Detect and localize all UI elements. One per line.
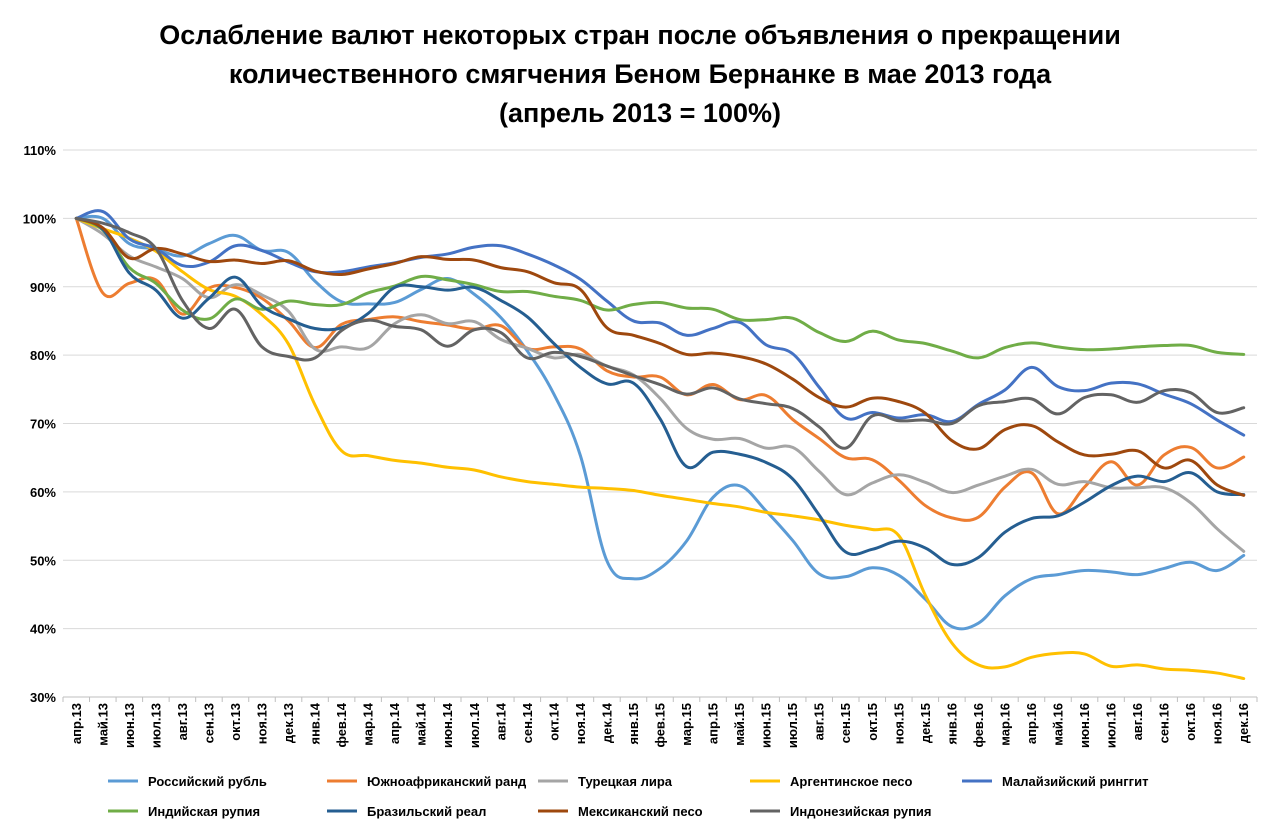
x-tick-label: янв.14 — [308, 702, 323, 744]
legend-label-5: Индийская рупия — [148, 804, 260, 819]
chart-title-line-1: Ослабление валют некоторых стран после о… — [159, 20, 1121, 50]
x-tick-label: мар.14 — [361, 702, 376, 745]
x-tick-label: сен.14 — [520, 702, 535, 743]
x-tick-label: окт.14 — [546, 702, 561, 741]
chart-title-line-3: (апрель 2013 = 100%) — [499, 98, 781, 128]
x-axis-tick-marks — [62, 697, 1258, 702]
x-tick-label: мар.16 — [997, 703, 1012, 746]
x-tick-label: дек.14 — [599, 702, 614, 743]
y-tick-label: 110% — [23, 143, 56, 158]
y-tick-label: 30% — [30, 690, 56, 705]
x-tick-label: окт.15 — [865, 703, 880, 741]
y-tick-label: 50% — [30, 553, 56, 568]
series-lines — [74, 209, 1246, 681]
x-tick-label: сен.16 — [1157, 703, 1172, 743]
legend-label-7: Мексиканский песо — [578, 804, 703, 819]
x-tick-label: авг.14 — [493, 702, 508, 740]
x-tick-label: фев.16 — [971, 703, 986, 748]
legend: Российский рубль Южноафриканский ранд Туре… — [108, 774, 1148, 819]
x-tick-label: июл.16 — [1104, 703, 1119, 748]
y-tick-label: 80% — [30, 348, 56, 363]
x-tick-label: май.13 — [95, 703, 110, 746]
x-tick-label: июл.14 — [467, 702, 482, 748]
x-tick-label: ноя.13 — [255, 703, 270, 744]
x-tick-label: июн.15 — [759, 703, 774, 748]
legend-label-3: Аргентинское песо — [790, 774, 913, 789]
x-axis-tick-labels: апр.13 май.13 июн.13 июл.13 авг.13 сен.13 окт.… — [69, 702, 1251, 748]
y-tick-label: 90% — [30, 280, 56, 295]
series-line-7 — [74, 216, 1246, 497]
x-tick-label: ноя.14 — [573, 702, 588, 744]
x-tick-label: дек.13 — [281, 703, 296, 743]
series-line-2 — [74, 216, 1246, 553]
series-line-4 — [74, 209, 1246, 437]
series-line-5 — [74, 216, 1246, 360]
y-tick-label: 40% — [30, 622, 56, 637]
x-tick-label: апр.13 — [69, 703, 84, 744]
y-tick-label: 60% — [30, 485, 56, 500]
x-tick-label: фев.14 — [334, 702, 349, 747]
x-tick-label: май.15 — [732, 703, 747, 746]
x-tick-label: янв.15 — [626, 703, 641, 745]
x-tick-label: ноя.15 — [891, 703, 906, 744]
legend-label-2: Турецкая лира — [578, 774, 673, 789]
x-tick-label: сен.15 — [838, 703, 853, 743]
x-tick-label: июл.13 — [148, 703, 163, 748]
series-line-0 — [74, 214, 1246, 631]
chart-title-line-2: количественного смягчения Беном Бернанке… — [229, 59, 1052, 89]
x-tick-label: май.14 — [414, 702, 429, 746]
x-tick-label: авг.15 — [812, 703, 827, 740]
legend-label-4: Малайзийский ринггит — [1002, 774, 1148, 789]
series-line-3 — [74, 216, 1246, 681]
x-tick-label: апр.14 — [387, 702, 402, 744]
x-tick-label: дек.16 — [1236, 703, 1251, 743]
x-tick-label: авг.13 — [175, 703, 190, 740]
x-tick-label: июн.13 — [122, 703, 137, 748]
x-tick-label: ноя.16 — [1210, 703, 1225, 744]
legend-label-6: Бразильский реал — [367, 804, 486, 819]
gridlines — [63, 149, 1257, 698]
y-tick-label: 100% — [23, 211, 57, 226]
x-tick-label: сен.13 — [201, 703, 216, 743]
y-axis-ticks: 30% 40% 50% 60% 70% 80% 90% 100% 110% — [23, 143, 57, 705]
x-tick-label: апр.16 — [1024, 703, 1039, 744]
legend-label-0: Российский рубль — [148, 774, 267, 789]
series-line-8 — [74, 216, 1246, 450]
x-tick-label: фев.15 — [653, 703, 668, 748]
x-tick-label: дек.15 — [918, 703, 933, 743]
x-tick-label: апр.15 — [706, 703, 721, 744]
series-line-6 — [74, 216, 1246, 567]
chart-title: Ослабление валют некоторых стран после о… — [159, 20, 1121, 128]
x-tick-label: июн.14 — [440, 702, 455, 748]
series-line-1 — [74, 216, 1246, 522]
x-tick-label: окт.16 — [1183, 703, 1198, 741]
x-tick-label: янв.16 — [944, 703, 959, 745]
x-tick-label: авг.16 — [1130, 703, 1145, 740]
x-tick-label: окт.13 — [228, 703, 243, 741]
x-tick-label: июн.16 — [1077, 703, 1092, 748]
x-tick-label: мар.15 — [679, 703, 694, 746]
x-tick-label: май.16 — [1051, 703, 1066, 746]
legend-label-8: Индонезийская рупия — [790, 804, 932, 819]
legend-label-1: Южноафриканский ранд — [367, 774, 527, 789]
y-tick-label: 70% — [30, 417, 56, 432]
x-tick-label: июл.15 — [785, 703, 800, 748]
